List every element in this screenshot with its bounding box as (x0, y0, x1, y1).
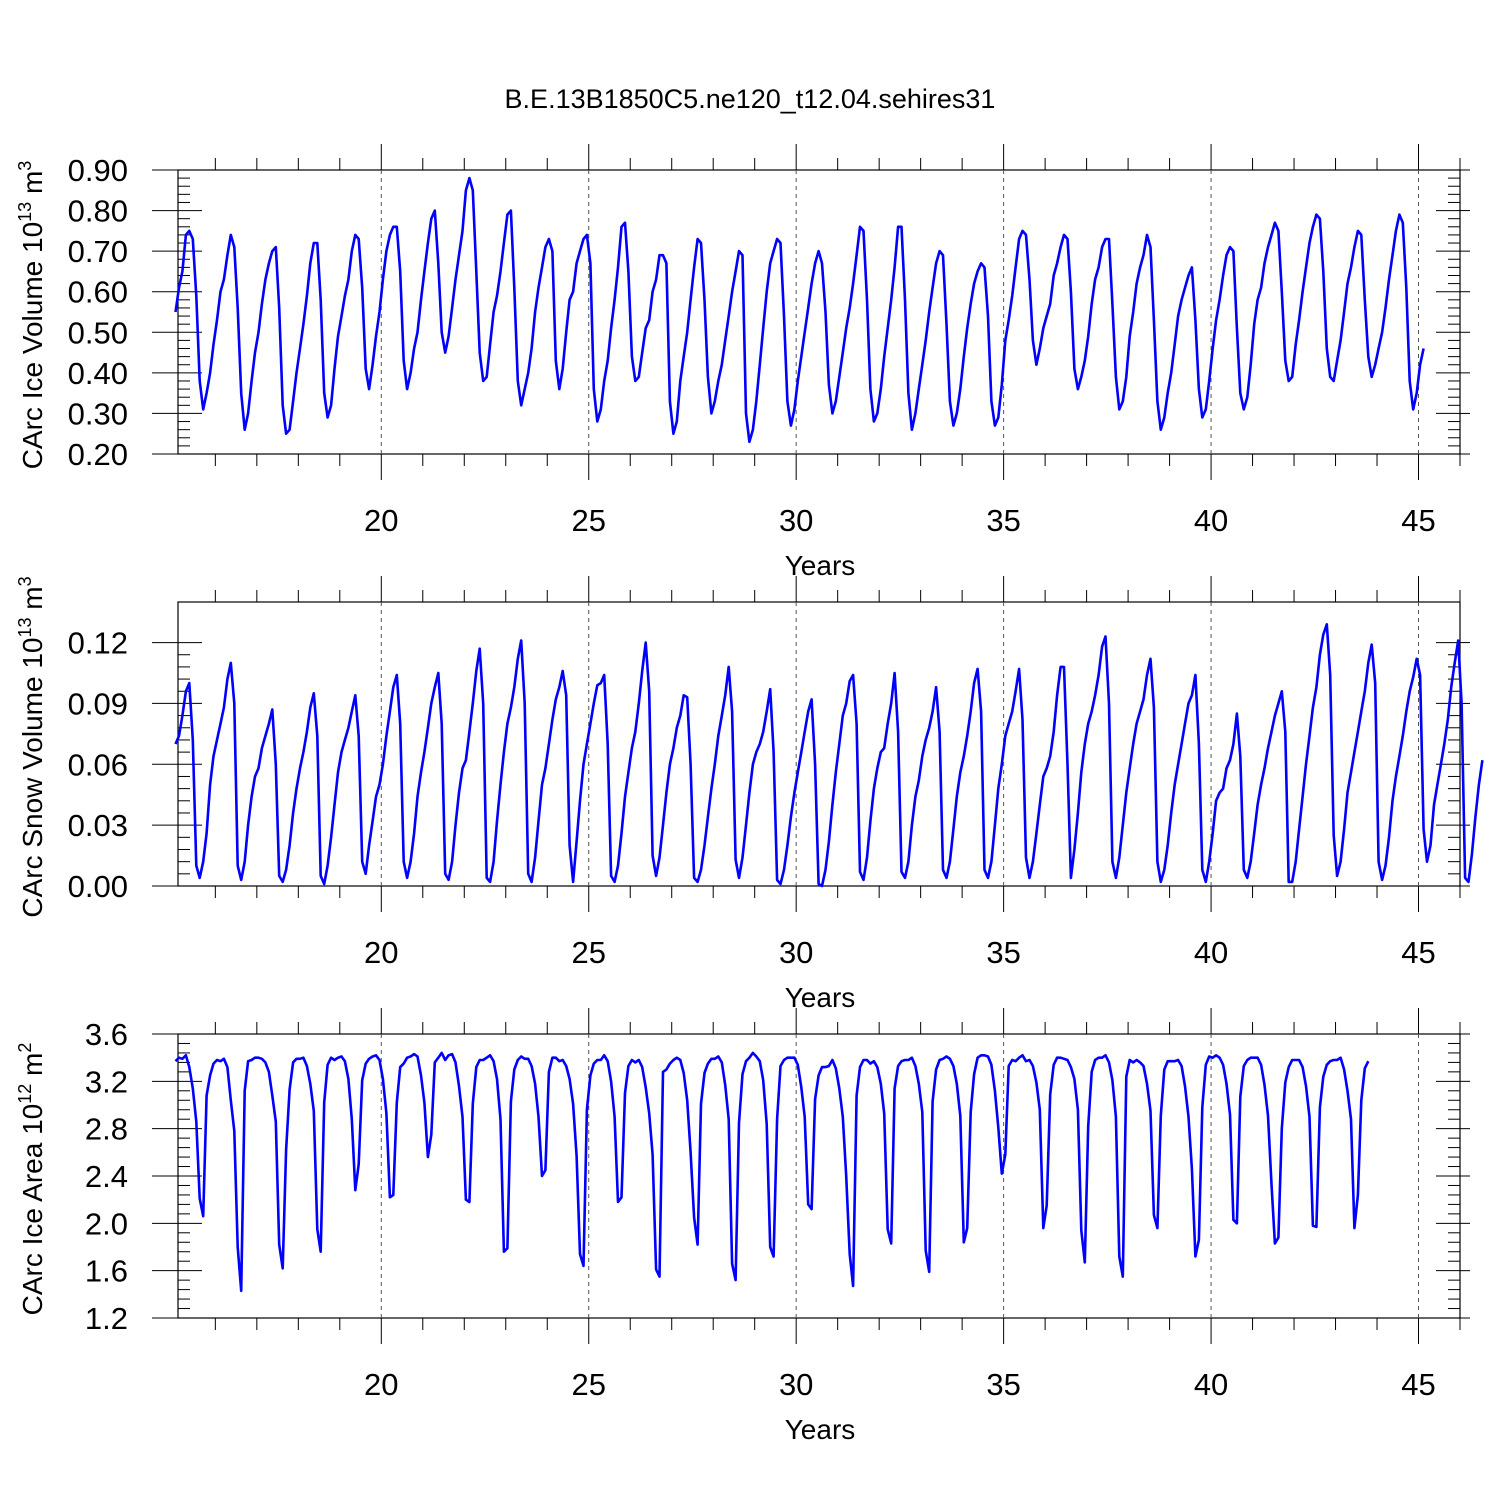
x-axis-label: Years (785, 982, 856, 1013)
x-tick-label: 30 (779, 935, 813, 970)
y-tick-label: 2.8 (85, 1112, 128, 1147)
y-axis-label: CArc Ice Volume 1013 m3 (15, 161, 48, 470)
x-tick-label: 45 (1401, 503, 1435, 538)
y-tick-label: 0.06 (68, 747, 128, 782)
y-tick-label: 2.0 (85, 1206, 128, 1241)
chart-panel-3: 20 25 30 35 40 45 1.2 1.6 2.0 2.4 2.8 3.2 3.6 Years CA… (15, 1008, 1470, 1445)
y-tick-label: 0.30 (68, 396, 128, 431)
plot-frame (177, 169, 1461, 455)
x-axis-label: Years (785, 550, 856, 581)
chart-panel-1: 20 25 30 35 40 45 0.20 0.30 0.40 0.50 0.60 0.70 0.80… (15, 144, 1470, 581)
series-line-1 (174, 1051, 1370, 1293)
y-tick-label: 0.09 (68, 686, 128, 721)
x-axis-label: Years (785, 1414, 856, 1445)
y-label-text: CArc Snow Volume 10 (17, 638, 48, 918)
x-tick-label: 40 (1194, 935, 1228, 970)
y-label-unit: m (17, 1053, 48, 1084)
y-tick-label: 3.6 (85, 1017, 128, 1052)
x-tick-label: 35 (986, 503, 1020, 538)
y-axis-label: CArc Snow Volume 1013 m3 (15, 576, 48, 917)
y-label-exponent: 13 (15, 617, 35, 637)
y-tick-label: 0.70 (68, 234, 128, 269)
panels-group: 20 25 30 35 40 45 0.20 0.30 0.40 0.50 0.60 0.70 0.80… (15, 144, 1484, 1445)
x-tick-label: 25 (571, 503, 605, 538)
y-label-unit: m (17, 586, 48, 617)
x-tick-label: 35 (986, 935, 1020, 970)
y-tick-label: 0.40 (68, 356, 128, 391)
chart-panel-2: 20 25 30 35 40 45 0.00 0.03 0.06 0.09 0.12 Years CAr… (15, 576, 1484, 1013)
y-label-text: CArc Ice Area 10 (17, 1104, 48, 1316)
series-line-1 (174, 622, 1484, 888)
series-line-1 (174, 176, 1425, 444)
y-tick-label: 0.50 (68, 315, 128, 350)
y-label-unit-exponent: 3 (15, 161, 35, 171)
y-label-exponent: 13 (15, 202, 35, 222)
x-tick-label: 45 (1401, 1367, 1435, 1402)
x-tick-label: 30 (779, 1367, 813, 1402)
x-tick-label: 45 (1401, 935, 1435, 970)
y-label-text: CArc Ice Volume 10 (17, 222, 48, 469)
x-tick-label: 20 (364, 503, 398, 538)
y-tick-label: 1.2 (85, 1301, 128, 1336)
chart-title: B.E.13B1850C5.ne120_t12.04.sehires31 (505, 84, 996, 114)
y-tick-label: 2.4 (85, 1159, 128, 1194)
x-tick-label: 20 (364, 1367, 398, 1402)
plot-frame (177, 601, 1461, 887)
x-tick-label: 40 (1194, 503, 1228, 538)
y-tick-label: 0.20 (68, 437, 128, 472)
y-axis-label: CArc Ice Area 1012 m2 (15, 1043, 48, 1316)
y-label-unit: m (17, 171, 48, 202)
x-tick-label: 30 (779, 503, 813, 538)
x-tick-label: 40 (1194, 1367, 1228, 1402)
y-label-exponent: 12 (15, 1084, 35, 1104)
x-tick-label: 25 (571, 1367, 605, 1402)
y-label-unit-exponent: 2 (15, 1043, 35, 1053)
y-tick-label: 0.60 (68, 275, 128, 310)
y-label-unit-exponent: 3 (15, 576, 35, 586)
x-tick-label: 20 (364, 935, 398, 970)
x-tick-label: 25 (571, 935, 605, 970)
y-tick-label: 0.00 (68, 869, 128, 904)
y-tick-label: 0.80 (68, 194, 128, 229)
y-tick-label: 0.03 (68, 808, 128, 843)
x-tick-label: 35 (986, 1367, 1020, 1402)
y-tick-label: 1.6 (85, 1254, 128, 1289)
y-tick-label: 0.90 (68, 153, 128, 188)
y-tick-label: 0.12 (68, 626, 128, 661)
y-tick-label: 3.2 (85, 1064, 128, 1099)
